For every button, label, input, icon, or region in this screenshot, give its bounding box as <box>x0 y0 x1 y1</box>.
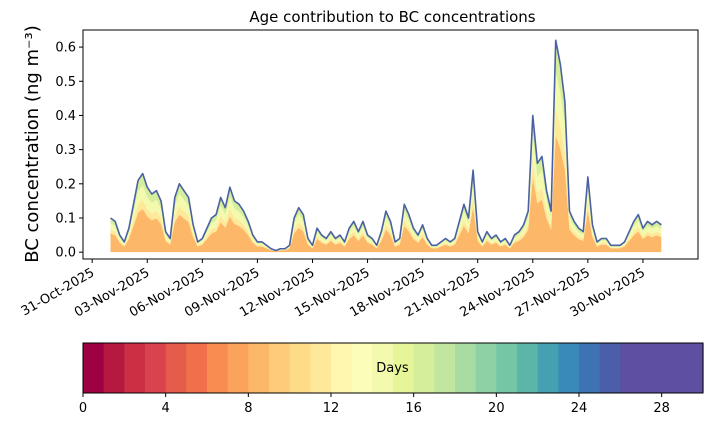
plot-area <box>110 39 662 253</box>
y-tick-label: 0.0 <box>55 246 76 261</box>
colorbar-bin <box>310 343 332 393</box>
colorbar-tick-label: 4 <box>162 401 170 416</box>
colorbar-bin <box>455 343 477 393</box>
colorbar-bin <box>351 343 373 393</box>
colorbar-bin <box>475 343 497 393</box>
colorbar-bin <box>496 343 518 393</box>
y-tick-label: 0.5 <box>55 75 76 90</box>
colorbar-bin <box>103 343 125 393</box>
colorbar-bin <box>620 343 642 393</box>
colorbar-bin <box>227 343 249 393</box>
total-concentration-line <box>110 39 662 252</box>
colorbar-tick-label: 20 <box>488 401 505 416</box>
colorbar-label: Days <box>376 361 409 376</box>
colorbar-bin <box>599 343 621 393</box>
colorbar-bin <box>248 343 270 393</box>
colorbar-bin <box>372 343 394 393</box>
colorbar-frame <box>82 342 704 394</box>
y-axis-ticks: 0.0 0.1 0.2 0.3 0.4 0.5 0.6 <box>55 41 83 261</box>
plot-frame <box>82 29 699 260</box>
colorbar-bin <box>269 343 291 393</box>
colorbar-tick-label: 24 <box>571 401 588 416</box>
colorbar-bin <box>413 343 435 393</box>
y-tick-label: 0.1 <box>55 211 76 226</box>
y-tick-label: 0.4 <box>55 109 76 124</box>
colorbar-bin <box>682 343 704 393</box>
y-tick-label: 0.3 <box>55 143 76 158</box>
y-tick-label: 0.6 <box>55 41 76 56</box>
colorbar-bin <box>579 343 601 393</box>
colorbar-bin <box>331 343 353 393</box>
colorbar-bin <box>537 343 559 393</box>
colorbar-bin <box>186 343 208 393</box>
colorbar-bin <box>165 343 187 393</box>
colorbar-tick-label: 0 <box>79 401 87 416</box>
colorbar-bin <box>434 343 456 393</box>
colorbar-bin <box>83 343 105 393</box>
colorbar-bin <box>124 343 146 393</box>
x-axis-ticks: 31-Oct-202503-Nov-202506-Nov-202509-Nov-… <box>19 259 648 320</box>
colorbar-bin <box>145 343 167 393</box>
y-axis-label: BC concentration (ng m⁻³) <box>22 25 43 263</box>
colorbar-bin <box>517 343 539 393</box>
colorbar-tick-label: 12 <box>323 401 340 416</box>
colorbar-tick-label: 8 <box>244 401 252 416</box>
colorbar-bin <box>289 343 311 393</box>
colorbar-bin <box>558 343 580 393</box>
chart-title: Age contribution to BC concentrations <box>249 8 535 26</box>
y-tick-label: 0.2 <box>55 177 76 192</box>
colorbar-tick-label: 16 <box>405 401 422 416</box>
colorbar-bin <box>207 343 229 393</box>
colorbar-tick-label: 28 <box>653 401 670 416</box>
colorbar-bin <box>661 343 683 393</box>
colorbar-bin <box>641 343 663 393</box>
colorbar-bin <box>393 343 415 393</box>
colorbar: 0 4 8 12 16 20 24 28 <box>79 342 704 416</box>
